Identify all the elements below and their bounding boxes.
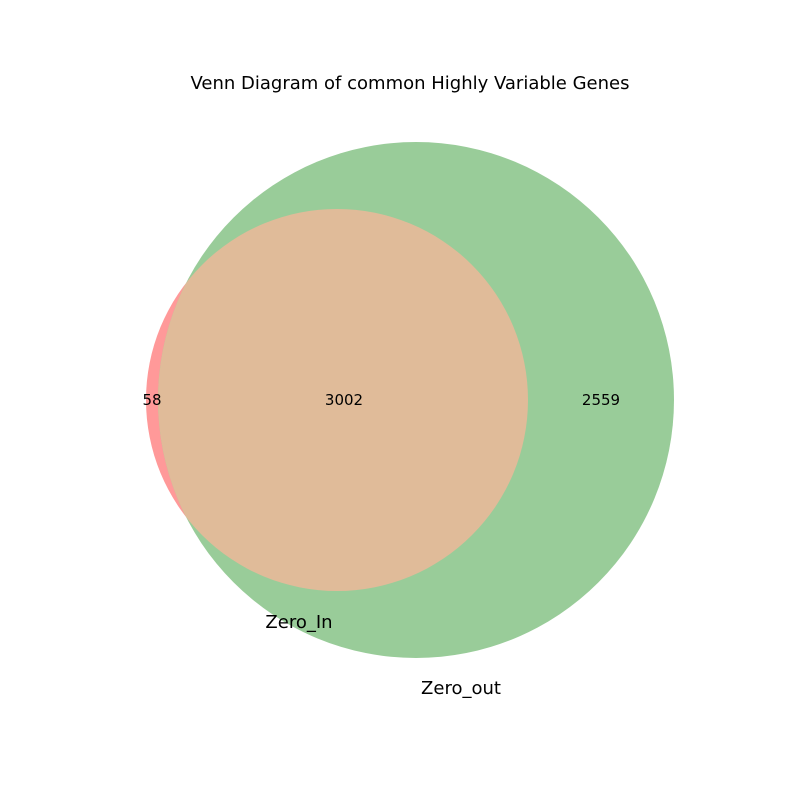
set-label-zero-out: Zero_out <box>421 678 501 699</box>
intersection-region <box>158 209 528 591</box>
diagram-title: Venn Diagram of common Highly Variable G… <box>191 73 630 94</box>
zero-out-only-count: 2559 <box>582 391 620 409</box>
intersection-count: 3002 <box>325 391 363 409</box>
zero-in-only-count: 58 <box>142 391 161 409</box>
set-label-zero-in: Zero_In <box>265 612 332 633</box>
